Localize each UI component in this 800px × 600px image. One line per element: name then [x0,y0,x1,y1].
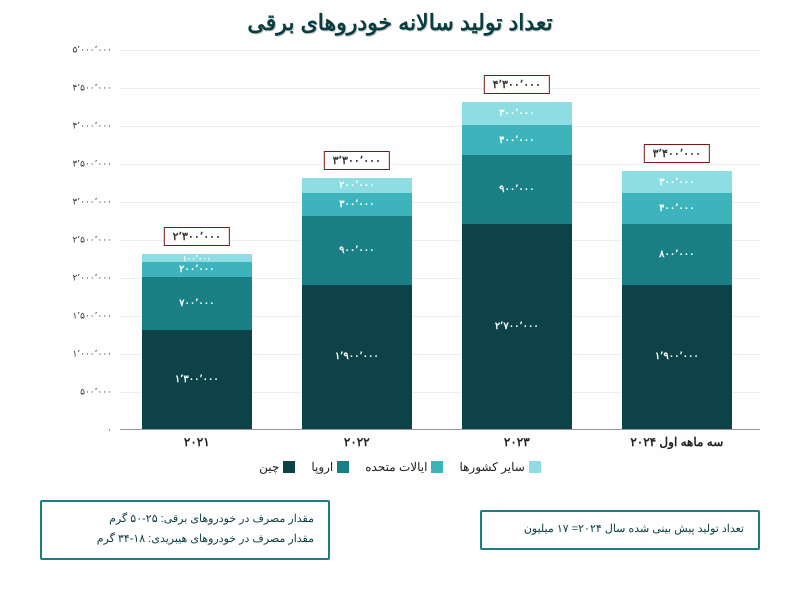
y-tick-label: ۴٬۰۰۰٬۰۰۰ [72,121,112,132]
segment-value-label: ۴۰۰٬۰۰۰ [499,135,534,146]
bar-segment: ۱٬۳۰۰٬۰۰۰ [142,330,252,429]
bar-segment: ۸۰۰٬۰۰۰ [622,224,732,285]
bar-group: ۳۰۰٬۰۰۰ ۴۰۰٬۰۰۰ ۹۰۰٬۰۰۰ ۲٬۷۰۰٬۰۰۰ [462,102,572,429]
legend-swatch [283,461,295,473]
total-label: ۳٬۳۰۰٬۰۰۰ [324,151,390,170]
total-label: ۲٬۳۰۰٬۰۰۰ [164,227,230,246]
y-tick-label: ۴٬۵۰۰٬۰۰۰ [72,83,112,94]
bar-segment: ۱۰۰٬۰۰۰ [142,254,252,262]
legend-label: اروپا [311,460,333,474]
y-axis: ۰ ۵۰۰٬۰۰۰ ۱٬۰۰۰٬۰۰۰ ۱٬۵۰۰٬۰۰۰ ۲٬۰۰۰٬۰۰۰ ۲٬۵۰۰… [60,50,120,450]
note-line: تعداد تولید پیش بینی شده سال ۲۰۲۴= ۱۷ می… [496,520,744,540]
segment-value-label: ۳۰۰٬۰۰۰ [659,177,694,188]
bar-segment: ۲۰۰٬۰۰۰ [302,178,412,193]
grid-line [120,88,760,89]
legend-swatch [529,461,541,473]
legend-item: ایالات متحده [365,460,443,474]
grid-line [120,164,760,165]
segment-value-label: ۱٬۹۰۰٬۰۰۰ [655,351,699,362]
segment-value-label: ۲٬۷۰۰٬۰۰۰ [495,321,539,332]
grid-line [120,50,760,51]
total-label: ۳٬۴۰۰٬۰۰۰ [644,144,710,163]
segment-value-label: ۹۰۰٬۰۰۰ [499,184,534,195]
y-tick-label: ۳٬۵۰۰٬۰۰۰ [72,159,112,170]
bar-segment: ۳۰۰٬۰۰۰ [622,171,732,194]
y-tick-label: ۲٬۵۰۰٬۰۰۰ [72,235,112,246]
segment-value-label: ۷۰۰٬۰۰۰ [179,298,214,309]
x-axis-label: ۲۰۲۲ [344,435,370,449]
y-tick-label: ۰ [107,425,112,436]
chart-area: ۰ ۵۰۰٬۰۰۰ ۱٬۰۰۰٬۰۰۰ ۱٬۵۰۰٬۰۰۰ ۲٬۰۰۰٬۰۰۰ ۲٬۵۰۰… [60,50,760,450]
x-axis-label: سه ماهه اول ۲۰۲۴ [630,435,723,449]
legend-swatch [431,461,443,473]
x-axis-label: ۲۰۲۱ [184,435,210,449]
total-label: ۴٬۳۰۰٬۰۰۰ [484,75,550,94]
legend-label: ایالات متحده [365,460,427,474]
bar-segment: ۴۰۰٬۰۰۰ [462,125,572,155]
consumption-note: مقدار مصرف در خودروهای برقی: ۲۵-۵۰ گرم م… [40,500,330,560]
bar-segment: ۱٬۹۰۰٬۰۰۰ [622,285,732,429]
segment-value-label: ۸۰۰٬۰۰۰ [659,249,694,260]
forecast-note: تعداد تولید پیش بینی شده سال ۲۰۲۴= ۱۷ می… [480,510,760,550]
note-line: مقدار مصرف در خودروهای برقی: ۲۵-۵۰ گرم [56,510,314,530]
bar-segment: ۹۰۰٬۰۰۰ [462,155,572,223]
grid-line [120,126,760,127]
legend-swatch [337,461,349,473]
bar-segment: ۴۰۰٬۰۰۰ [622,193,732,223]
chart-title: تعداد تولید سالانه خودروهای برقی [0,0,800,42]
y-tick-label: ۱٬۰۰۰٬۰۰۰ [72,349,112,360]
segment-value-label: ۲۰۰٬۰۰۰ [339,180,374,191]
segment-value-label: ۲۰۰٬۰۰۰ [179,264,214,275]
segment-value-label: ۳۰۰٬۰۰۰ [339,199,374,210]
segment-value-label: ۱٬۳۰۰٬۰۰۰ [175,374,219,385]
legend-item: اروپا [311,460,349,474]
legend-label: چین [259,460,279,474]
legend-label: سایر کشورها [459,460,524,474]
x-axis-label: ۲۰۲۳ [504,435,530,449]
legend-item: سایر کشورها [459,460,540,474]
y-tick-label: ۵٬۰۰۰٬۰۰۰ [72,45,112,56]
bar-group: ۳۰۰٬۰۰۰ ۴۰۰٬۰۰۰ ۸۰۰٬۰۰۰ ۱٬۹۰۰٬۰۰۰ [622,171,732,429]
y-tick-label: ۲٬۰۰۰٬۰۰۰ [72,273,112,284]
bar-segment: ۲٬۷۰۰٬۰۰۰ [462,224,572,429]
bar-group: ۲۰۰٬۰۰۰ ۳۰۰٬۰۰۰ ۹۰۰٬۰۰۰ ۱٬۹۰۰٬۰۰۰ [302,178,412,429]
segment-value-label: ۴۰۰٬۰۰۰ [659,203,694,214]
y-tick-label: ۱٬۵۰۰٬۰۰۰ [72,311,112,322]
bar-segment: ۹۰۰٬۰۰۰ [302,216,412,284]
plot-region: ۱۰۰٬۰۰۰ ۲۰۰٬۰۰۰ ۷۰۰٬۰۰۰ ۱٬۳۰۰٬۰۰۰ ۲٬۳۰۰٬۰۰۰ ۲… [120,50,760,430]
y-tick-label: ۳٬۰۰۰٬۰۰۰ [72,197,112,208]
bar-segment: ۳۰۰٬۰۰۰ [462,102,572,125]
note-line: مقدار مصرف در خودروهای هیبریدی: ۱۸-۳۴ گر… [56,530,314,550]
segment-value-label: ۹۰۰٬۰۰۰ [339,245,374,256]
segment-value-label: ۱٬۹۰۰٬۰۰۰ [335,351,379,362]
y-tick-label: ۵۰۰٬۰۰۰ [80,387,112,398]
bar-segment: ۲۰۰٬۰۰۰ [142,262,252,277]
bar-segment: ۷۰۰٬۰۰۰ [142,277,252,330]
bar-group: ۱۰۰٬۰۰۰ ۲۰۰٬۰۰۰ ۷۰۰٬۰۰۰ ۱٬۳۰۰٬۰۰۰ [142,254,252,429]
bar-segment: ۳۰۰٬۰۰۰ [302,193,412,216]
legend-item: چین [259,460,295,474]
segment-value-label: ۳۰۰٬۰۰۰ [499,108,534,119]
bar-segment: ۱٬۹۰۰٬۰۰۰ [302,285,412,429]
legend: سایر کشورها ایالات متحده اروپا چین [0,460,800,476]
